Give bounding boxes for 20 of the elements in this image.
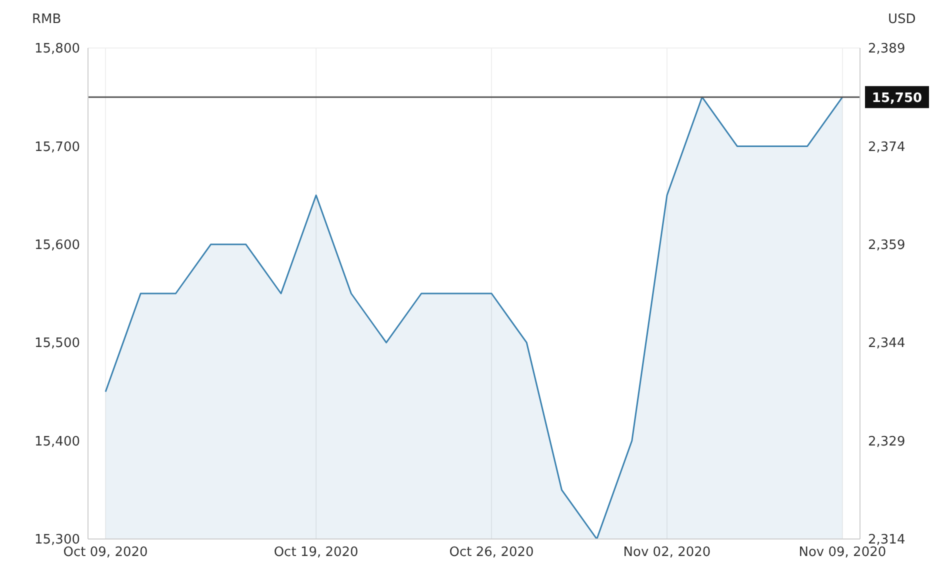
x-tick-label: Oct 26, 2020 (449, 545, 534, 560)
y2-tick-label: 2,359 (868, 238, 906, 254)
y2-tick-label: 2,329 (868, 434, 906, 450)
y2-tick-label: 2,389 (868, 42, 906, 57)
y-axis-title: RMB (32, 12, 62, 27)
y-tick-label: 15,500 (34, 336, 80, 352)
y2-axis-title: USD (888, 12, 916, 27)
y-tick-label: 15,300 (34, 532, 80, 548)
y-tick-label: 15,600 (34, 238, 80, 254)
x-tick-label: Oct 19, 2020 (274, 545, 358, 560)
x-tick-label: Nov 09, 2020 (798, 545, 886, 560)
x-tick-label: Nov 02, 2020 (623, 545, 711, 560)
y2-tick-label: 2,374 (868, 140, 906, 155)
y-tick-label: 15,400 (34, 434, 80, 450)
x-tick-label: Oct 09, 2020 (63, 545, 148, 560)
y-tick-label: 15,800 (34, 42, 80, 57)
y2-tick-label: 2,344 (868, 336, 906, 352)
y-tick-label: 15,700 (34, 140, 80, 155)
y2-tick-label: 2,314 (868, 532, 906, 548)
ref-line-label: 15,750 (872, 91, 922, 106)
